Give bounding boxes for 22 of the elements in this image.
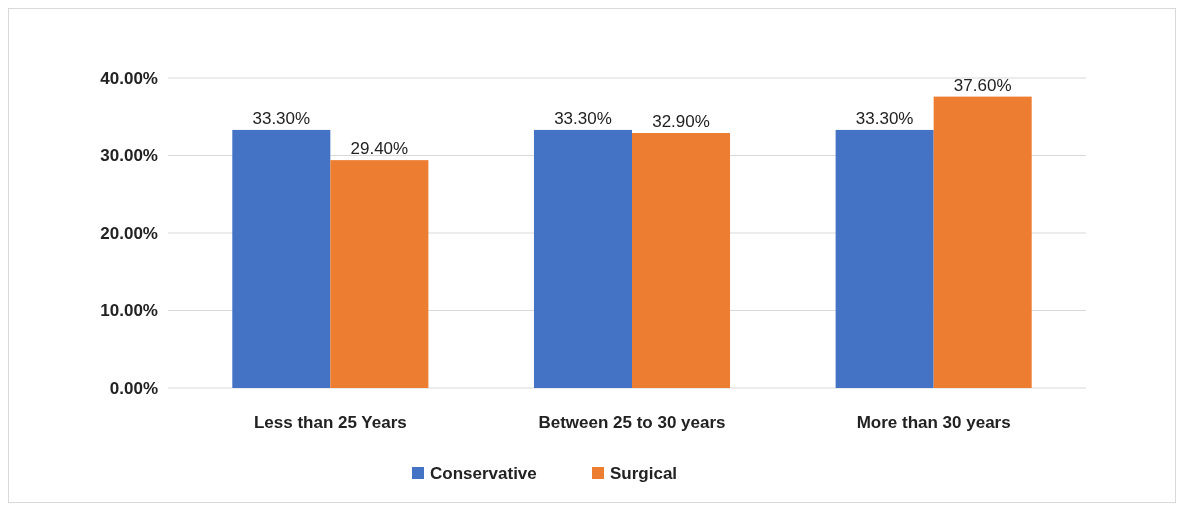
legend-label: Conservative	[430, 463, 537, 483]
x-tick-label: Less than 25 Years	[253, 413, 407, 432]
legend-label: Surgical	[610, 463, 678, 483]
data-label: 33.30%	[252, 108, 311, 128]
bar	[533, 129, 632, 388]
bar	[835, 129, 934, 388]
bar	[232, 129, 331, 388]
x-tick-label: Between 25 to 30 years	[538, 413, 726, 432]
data-label: 33.30%	[855, 108, 914, 128]
bar	[632, 133, 731, 388]
y-tick-label: 0.00%	[109, 378, 158, 398]
data-label: 32.90%	[652, 112, 710, 132]
x-tick-label: More than 30 years	[856, 413, 1011, 432]
bar	[933, 96, 1032, 388]
data-label: 33.30%	[554, 108, 612, 128]
y-tick-label: 40.00%	[100, 68, 158, 88]
y-tick-label: 30.00%	[100, 146, 158, 166]
y-tick-label: 20.00%	[100, 223, 158, 243]
data-label: 37.60%	[953, 75, 1012, 95]
data-label: 29.40%	[350, 139, 409, 159]
y-tick-label: 10.00%	[100, 301, 158, 321]
bar	[330, 160, 429, 388]
